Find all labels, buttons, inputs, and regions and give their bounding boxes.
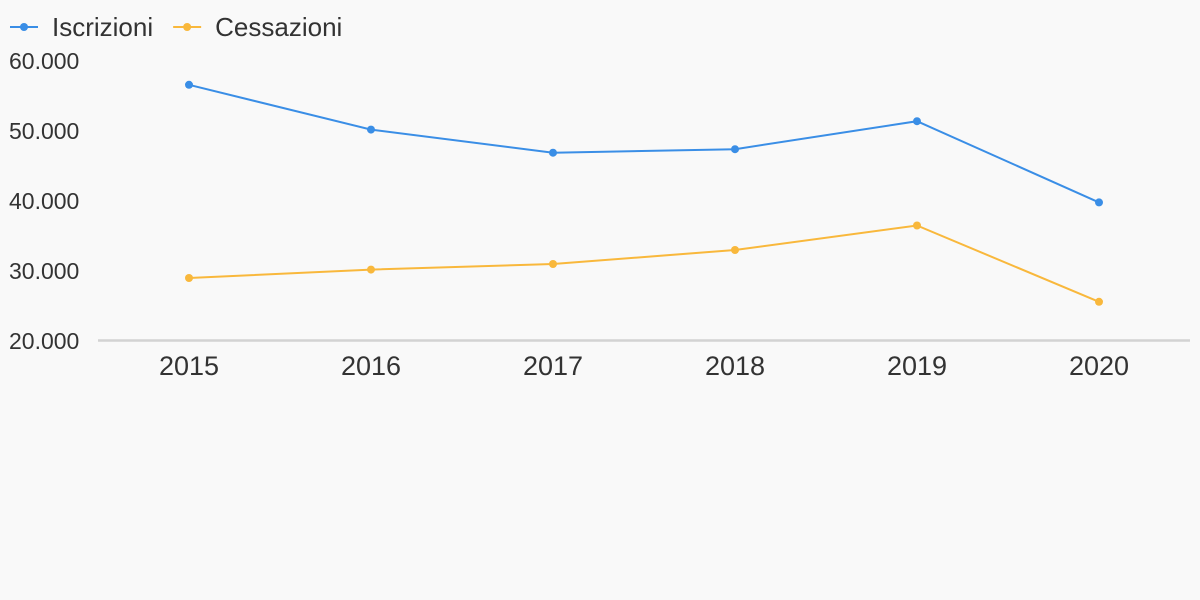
data-point xyxy=(367,265,375,274)
y-tick-label: 60.000 xyxy=(9,48,79,74)
legend-label: Cessazioni xyxy=(215,12,342,42)
legend-swatch-marker xyxy=(20,23,28,31)
legend-swatch-marker xyxy=(183,23,192,31)
series-line xyxy=(188,224,1100,303)
data-point xyxy=(1095,198,1103,207)
legend-item: Cessazioni xyxy=(173,12,342,42)
data-point xyxy=(1095,297,1103,306)
x-axis: 2015 2016 2017 2018 2019 2020 xyxy=(159,351,1129,381)
y-tick-label: 40.000 xyxy=(9,188,79,214)
x-tick-label: 2017 xyxy=(523,351,583,381)
series-iscrizioni xyxy=(185,80,1103,207)
data-point xyxy=(185,80,193,89)
series-cessazioni xyxy=(185,221,1103,306)
y-axis: 20.000 30.000 40.000 50.000 60.000 xyxy=(9,48,79,354)
y-tick-label: 50.000 xyxy=(9,118,79,144)
x-tick-label: 2016 xyxy=(341,351,401,381)
x-tick-label: 2015 xyxy=(159,351,219,381)
y-tick-label: 30.000 xyxy=(9,258,79,284)
series-line xyxy=(188,83,1100,204)
data-point xyxy=(913,117,921,126)
x-tick-label: 2018 xyxy=(705,351,765,381)
series-group xyxy=(185,80,1103,306)
data-point xyxy=(549,148,557,157)
legend-label: Iscrizioni xyxy=(52,12,153,42)
data-point xyxy=(731,145,739,154)
x-tick-label: 2020 xyxy=(1069,351,1129,381)
legend: Iscrizioni Cessazioni xyxy=(10,12,342,42)
legend-item: Iscrizioni xyxy=(10,12,153,42)
y-tick-label: 20.000 xyxy=(9,328,79,354)
data-point xyxy=(549,260,557,268)
data-point xyxy=(185,274,193,282)
data-point xyxy=(731,246,739,254)
data-point xyxy=(913,221,921,230)
x-tick-label: 2019 xyxy=(887,351,947,381)
data-point xyxy=(367,125,375,134)
